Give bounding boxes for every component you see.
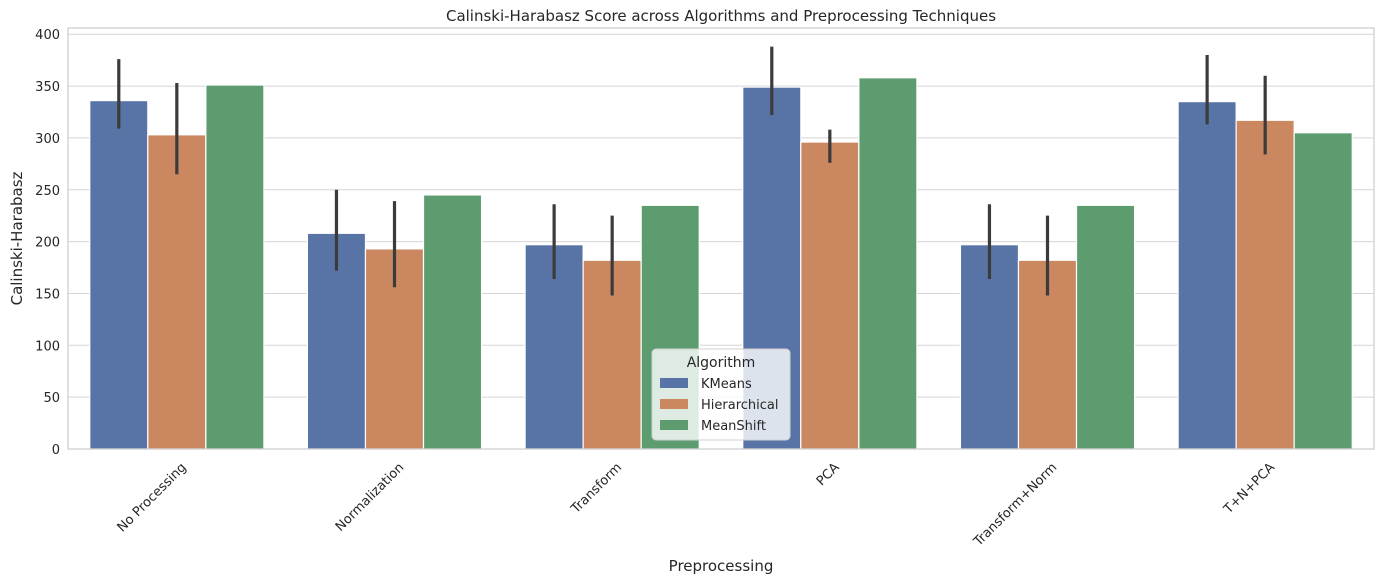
y-tick-label: 50 [43,391,60,406]
bar-meanshift [1075,204,1136,450]
plot-frame [67,27,1375,450]
y-tick-label: 0 [52,443,60,458]
bar-hierarchical [147,134,207,450]
x-tick-label: Transform+Norm [971,460,1061,550]
legend-swatch-meanshift [660,420,688,430]
y-tick-label: 100 [35,339,60,354]
x-tick-label: Transform [568,460,625,517]
legend-label: Hierarchical [701,398,778,413]
y-tick-label: 150 [35,287,60,302]
bar-hierarchical [1235,119,1295,450]
y-tick-label: 400 [35,28,60,43]
x-tick-label: Normalization [333,460,407,534]
legend-box [651,348,791,441]
legend-swatch-hierarchical [660,399,688,409]
legend: Algorithm KMeans Hierarchical MeanShift [651,348,791,441]
x-tick-label: T+N+PCA [1221,460,1279,518]
bar-meanshift [1293,132,1353,450]
y-axis-label: Calinski-Harabasz [8,171,26,305]
bar-meanshift [858,77,918,450]
bar-kmeans [1177,101,1237,450]
y-tick-label: 350 [35,80,60,95]
chart-title: Calinski-Harabasz Score across Algorithm… [446,7,996,25]
y-tick-label: 300 [35,132,60,147]
legend-label: MeanShift [701,419,766,434]
legend-title: Algorithm [687,355,756,371]
x-tick-label: PCA [814,460,843,489]
legend-label: KMeans [701,377,752,392]
bar-kmeans [89,99,149,450]
x-axis-label: Preprocessing [669,557,774,575]
bar-meanshift [205,84,265,450]
bar-meanshift [422,194,483,450]
bar-hierarchical [800,141,860,450]
y-tick-label: 200 [35,236,60,251]
legend-swatch-kmeans [660,378,688,388]
y-tick-label: 250 [35,184,60,199]
x-tick-label: No Processing [115,460,190,535]
